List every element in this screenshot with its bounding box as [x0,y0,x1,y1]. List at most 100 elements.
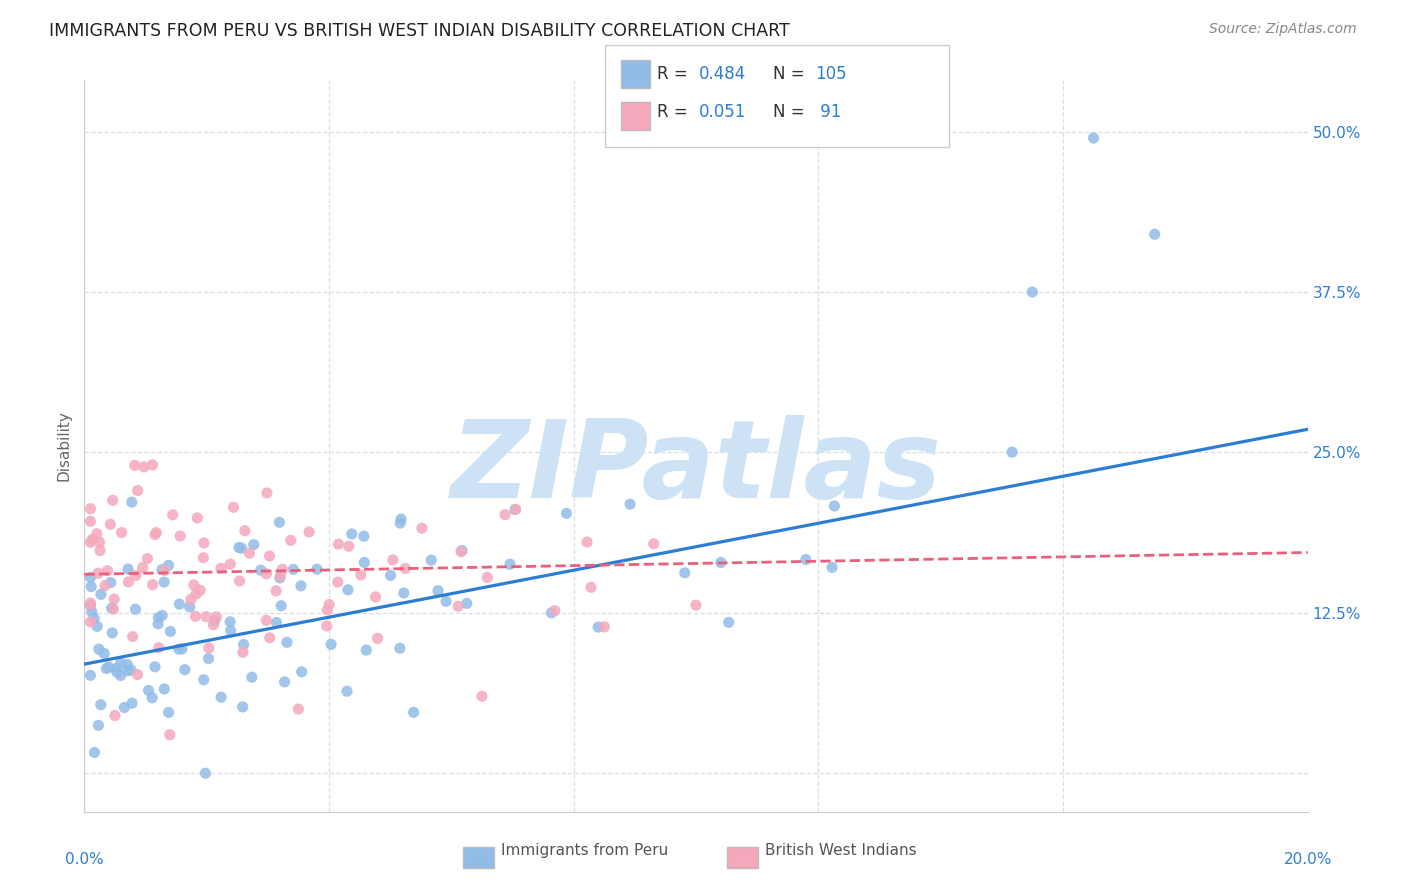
Point [90,587,112,601]
Point [231,541,253,556]
Point [823,499,845,513]
Point [83,746,105,760]
Point [1021,285,1043,299]
Text: 0.484: 0.484 [699,65,747,83]
Point [148,610,170,624]
Point [162,508,184,522]
Text: 0.0%: 0.0% [65,852,104,867]
Point [283,562,305,576]
Point [209,690,232,705]
Point [340,527,363,541]
Point [240,670,263,684]
Point [254,613,277,627]
Point [79,535,101,549]
Point [326,575,349,590]
Point [350,568,373,582]
Point [420,553,443,567]
Text: Immigrants from Peru: Immigrants from Peru [501,844,668,858]
Text: R =: R = [657,103,693,120]
Point [117,562,139,576]
Point [202,617,225,632]
Point [336,684,359,698]
Point [159,624,181,639]
Point [121,696,143,710]
Point [124,458,146,473]
Point [392,586,415,600]
Point [471,690,494,704]
Point [173,663,195,677]
Point [193,550,215,565]
Point [110,656,132,670]
Point [117,664,139,678]
Point [146,616,169,631]
Point [219,624,242,638]
Point [110,525,132,540]
Point [233,524,256,538]
Point [195,609,218,624]
Point [256,486,278,500]
Point [101,493,124,508]
Point [184,609,207,624]
Point [380,568,402,582]
Point [264,583,287,598]
Point [209,561,232,575]
Point [298,524,321,539]
Point [170,641,193,656]
Point [232,700,254,714]
Point [270,599,292,613]
Point [127,667,149,681]
Point [450,544,472,558]
Point [169,597,191,611]
Point [451,543,474,558]
Y-axis label: Disability: Disability [56,410,72,482]
Point [197,640,219,655]
Point [138,683,160,698]
Point [80,605,103,619]
Point [204,614,226,628]
Point [821,560,844,574]
Text: R =: R = [657,65,693,83]
Point [291,665,314,679]
Point [124,602,146,616]
Point [80,580,103,594]
Point [367,632,389,646]
Point [315,619,337,633]
Point [188,583,211,598]
Point [79,598,101,612]
Point [364,590,387,604]
Point [110,668,132,682]
Point [619,497,641,511]
Text: N =: N = [773,103,810,120]
Point [232,638,254,652]
Point [579,580,602,594]
Point [381,553,404,567]
Point [717,615,740,630]
Point [148,640,170,655]
Point [316,603,339,617]
Text: N =: N = [773,65,810,83]
Point [89,535,111,549]
Point [103,602,125,616]
Point [328,537,350,551]
Point [353,529,375,543]
Point [276,635,298,649]
Point [112,700,135,714]
Point [228,541,250,555]
Point [305,562,328,576]
Point [100,575,122,590]
Point [427,583,450,598]
Point [287,702,309,716]
Text: 20.0%: 20.0% [1284,852,1331,867]
Point [219,557,242,571]
Point [127,483,149,498]
Point [540,606,562,620]
Point [183,578,205,592]
Text: ZIPatlas: ZIPatlas [450,415,942,521]
Point [197,651,219,665]
Point [100,601,122,615]
Point [79,501,101,516]
Point [87,566,110,581]
Point [1001,445,1024,459]
Point [117,657,139,672]
Point [228,574,250,588]
